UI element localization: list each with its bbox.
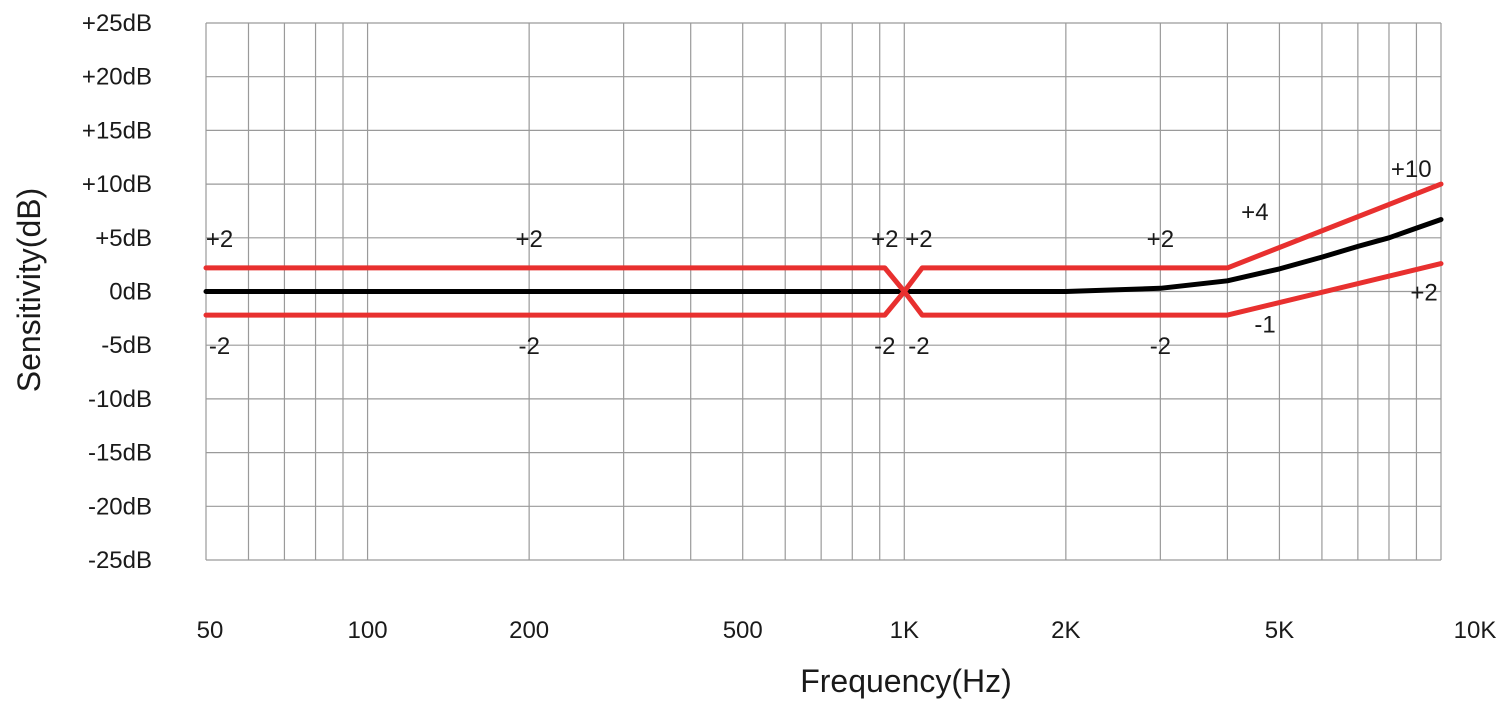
annotation-label: -2 bbox=[518, 333, 539, 360]
y-tick-label: -25dB bbox=[88, 547, 152, 574]
x-tick-label: 2K bbox=[1051, 617, 1080, 644]
y-tick-label: +20dB bbox=[82, 64, 152, 91]
response-line bbox=[203, 217, 1444, 294]
upper-limit-line bbox=[203, 181, 1444, 294]
annotation-label: -1 bbox=[1254, 312, 1275, 339]
x-tick-label: 5K bbox=[1265, 617, 1294, 644]
y-tick-label: -20dB bbox=[88, 493, 152, 520]
annotation-label: +2 bbox=[1147, 226, 1174, 253]
y-tick-label: -5dB bbox=[101, 332, 152, 359]
x-axis-ticks: 50 100 200 500 1K 2K 5K 10K bbox=[197, 617, 1497, 644]
y-tick-label: 0dB bbox=[109, 279, 152, 306]
annotation-label: +2 bbox=[515, 226, 542, 253]
annotation-label: +2 bbox=[871, 226, 898, 253]
y-tick-label: -15dB bbox=[88, 440, 152, 467]
y-tick-label: +25dB bbox=[82, 10, 152, 37]
x-tick-label: 1K bbox=[890, 617, 919, 644]
y-axis-ticks: +25dB +20dB +15dB +10dB +5dB 0dB -5dB -10dB -15d… bbox=[82, 10, 152, 574]
lower-limit-line bbox=[203, 261, 1444, 318]
x-tick-label: 50 bbox=[197, 617, 224, 644]
annotations: +2 +2 +2 +2 +2 +4 +10 -2 -2 -2 -2 -2 -1 +2 bbox=[206, 156, 1438, 360]
annotation-label: +2 bbox=[206, 226, 233, 253]
annotation-label: +4 bbox=[1241, 199, 1268, 226]
x-tick-label: 500 bbox=[723, 617, 763, 644]
annotation-label: +10 bbox=[1391, 156, 1432, 183]
series-layer bbox=[203, 181, 1444, 318]
annotation-label: -2 bbox=[908, 333, 929, 360]
annotation-label: +2 bbox=[1410, 280, 1437, 307]
y-axis-title: Sensitivity(dB) bbox=[11, 188, 47, 393]
x-tick-label: 100 bbox=[348, 617, 388, 644]
x-tick-label: 10K bbox=[1454, 617, 1497, 644]
y-tick-label: +10dB bbox=[82, 171, 152, 198]
y-tick-label: +5dB bbox=[95, 225, 152, 252]
annotation-label: +2 bbox=[905, 226, 932, 253]
x-tick-label: 200 bbox=[509, 617, 549, 644]
annotation-label: -2 bbox=[874, 333, 895, 360]
y-tick-label: -10dB bbox=[88, 386, 152, 413]
annotation-label: -2 bbox=[1150, 333, 1171, 360]
y-tick-label: +15dB bbox=[82, 117, 152, 144]
x-axis-title: Frequency(Hz) bbox=[800, 663, 1012, 699]
annotation-label: -2 bbox=[209, 333, 230, 360]
